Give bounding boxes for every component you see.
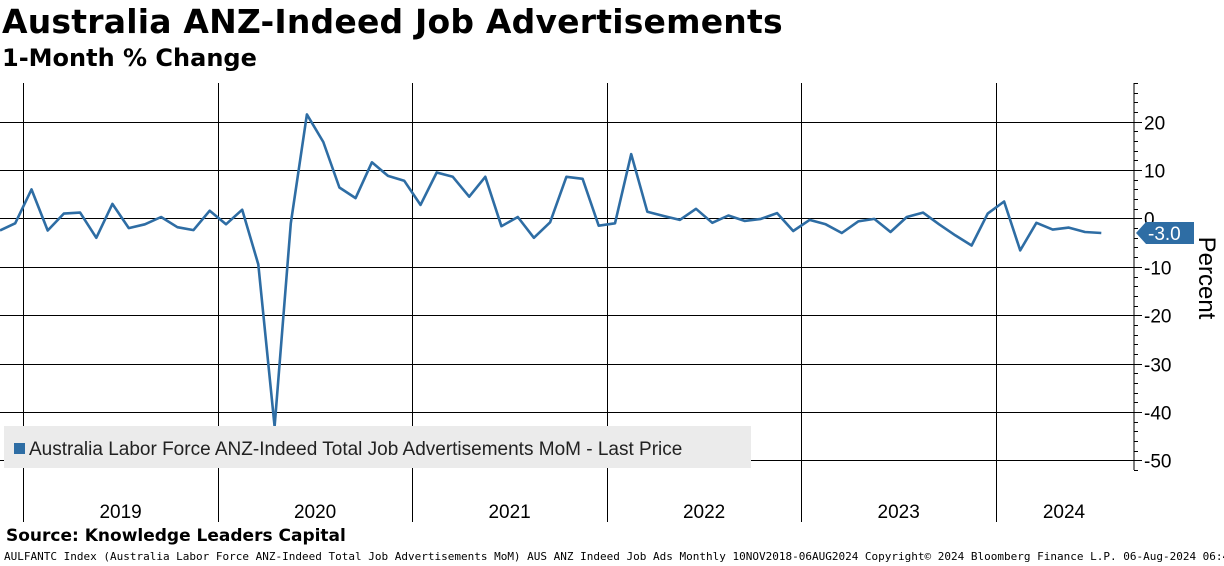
source-note: Source: Knowledge Leaders Capital bbox=[6, 526, 346, 546]
series-line bbox=[0, 113, 1102, 428]
y-tick-label: 0 bbox=[1144, 210, 1155, 231]
x-tick-label: 2024 bbox=[1043, 502, 1086, 523]
y-axis-ticks: 20 10 0 -10 -20 -30 -40 -50 bbox=[1134, 83, 1171, 473]
last-value-label: -3.0 bbox=[1148, 224, 1181, 245]
legend: Australia Labor Force ANZ-Indeed Total J… bbox=[4, 426, 751, 468]
y-tick-label: -20 bbox=[1144, 307, 1171, 328]
x-axis-labels: 2019 2020 2021 2022 2023 2024 bbox=[99, 502, 1085, 523]
x-tick-label: 2023 bbox=[878, 502, 920, 523]
y-tick-label: 10 bbox=[1144, 162, 1165, 183]
y-tick-label: 20 bbox=[1144, 114, 1165, 135]
footer-metadata: AULFANTC Index (Australia Labor Force AN… bbox=[4, 550, 1224, 563]
x-tick-label: 2022 bbox=[683, 502, 725, 523]
last-value-tag: -3.0 bbox=[1136, 221, 1194, 245]
legend-background bbox=[4, 426, 751, 468]
y-axis-title: Percent bbox=[1193, 237, 1220, 320]
x-tick-label: 2019 bbox=[99, 502, 141, 523]
horizontal-gridlines bbox=[0, 122, 1134, 461]
y-tick-label: -10 bbox=[1144, 259, 1171, 280]
x-tick-label: 2020 bbox=[294, 502, 336, 523]
y-tick-label: -40 bbox=[1144, 404, 1171, 425]
chart-title: Australia ANZ-Indeed Job Advertisements bbox=[2, 2, 783, 41]
last-value-tag-shape bbox=[1136, 221, 1194, 244]
chart-subtitle: 1-Month % Change bbox=[2, 44, 257, 72]
y-tick-label: -30 bbox=[1144, 356, 1171, 377]
legend-swatch bbox=[14, 443, 25, 454]
legend-label: Australia Labor Force ANZ-Indeed Total J… bbox=[29, 439, 682, 460]
x-tick-label: 2021 bbox=[488, 502, 530, 523]
y-tick-label: -50 bbox=[1144, 452, 1171, 473]
